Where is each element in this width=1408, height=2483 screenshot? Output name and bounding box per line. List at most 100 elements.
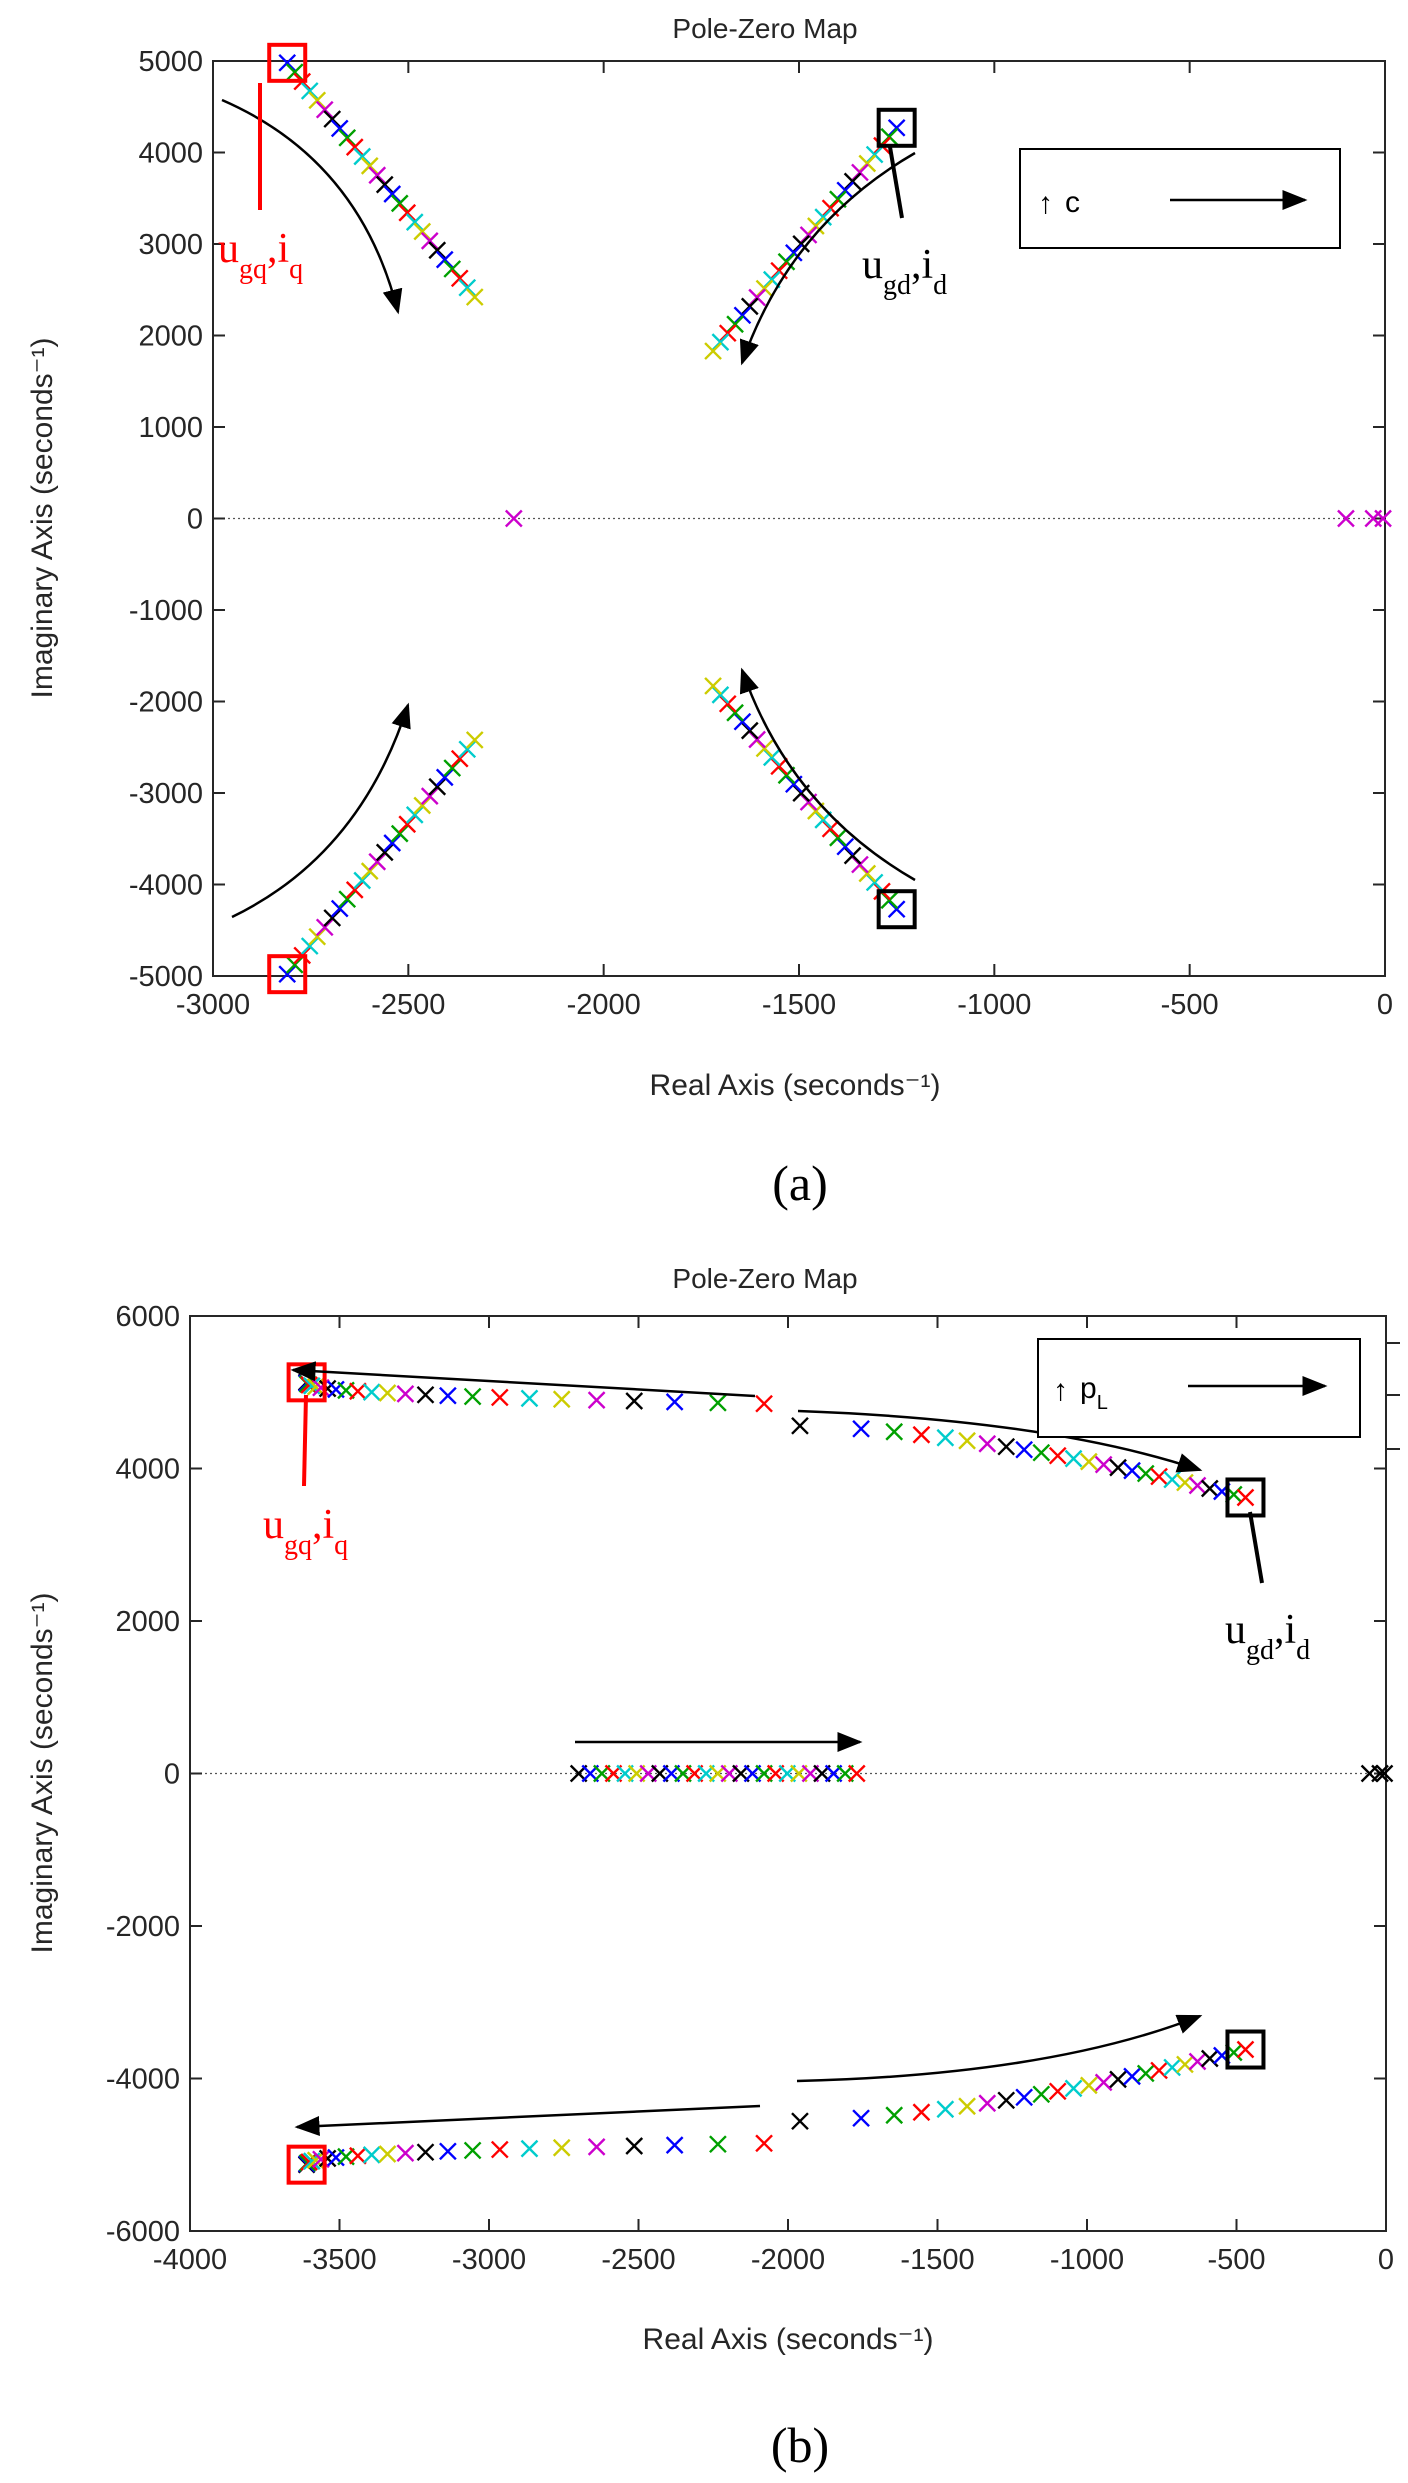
ugq-branch-upper-pole (450, 269, 469, 288)
ugq-branch-lower-pole (490, 2140, 509, 2159)
ugq-branch-upper-pole (396, 1385, 415, 1403)
ugd-branch-upper-pole (936, 1428, 955, 1447)
ugq-branch-upper-pole (755, 1394, 773, 1413)
ugq-branch-lower-pole (315, 918, 334, 937)
ugq-branch-upper-pole (413, 222, 432, 241)
ugq-branch-upper-pole (285, 63, 304, 82)
ugq-branch-upper-pole (278, 53, 297, 72)
ugq-box-lower (286, 2144, 327, 2185)
ugd-box-lower (1225, 2029, 1266, 2070)
y-tick-label: 0 (187, 504, 203, 536)
ugq-branch-upper-pole (300, 82, 319, 100)
real-pole (1371, 1764, 1389, 1783)
ugq-branch-upper-pole (349, 1382, 367, 1401)
y-tick-label: 6000 (115, 1301, 180, 1333)
ugq-branch-lower-pole (420, 787, 439, 805)
ugq-branch-lower-pole (665, 2136, 684, 2154)
ugq-branch-lower-pole (463, 2141, 482, 2160)
panel-b-ugd-leader (1248, 1511, 1264, 1584)
y-tick-label: -3000 (129, 778, 203, 810)
panel-b-pole-marks (297, 1373, 1394, 2174)
ugq-branch-upper-pole (360, 157, 379, 175)
panel-b-ugd-annotation: ugd,id (1225, 1607, 1310, 1666)
panel-b-legend: ↑ pL (1037, 1338, 1361, 1438)
ugq-branch-upper-pole (323, 110, 342, 128)
y-tick-label: -4000 (129, 870, 203, 902)
ugq-branch-lower-pole (520, 2139, 539, 2158)
ugq-branch-upper-pole (338, 128, 357, 147)
ugd-branch-lower-pole (1123, 2067, 1141, 2086)
x-tick-label: -2000 (751, 2244, 825, 2276)
ugq-branch-upper-pole (353, 147, 372, 166)
ugd-branch-upper-pole (1136, 1464, 1155, 1483)
ugq-branch-upper-pole (315, 100, 334, 119)
panel-a-ugd-annotation: ugd,id (862, 242, 947, 301)
ugq-branch-lower-pole (300, 937, 319, 955)
ugq-branch-lower-pole (439, 2142, 457, 2161)
ugq-branch-lower-pole (465, 731, 484, 749)
ugd-branch-lower-pole (1064, 2079, 1083, 2098)
panel-b-arrow-lower-left (294, 2104, 761, 2136)
panel-a-highlight-boxes (267, 42, 917, 995)
ugd-branch-upper-pole (1123, 1461, 1141, 1480)
panel-a-arrow-lower-right (739, 667, 916, 882)
ugq-branch-lower-pole (338, 890, 357, 909)
y-tick-label: 1000 (138, 412, 203, 444)
ugq-branch-lower-pole (360, 862, 379, 880)
panel-a-arrow-upper-left (221, 98, 403, 315)
ugd-branch-upper-pole (958, 1431, 976, 1450)
x-tick-label: -3500 (302, 2244, 376, 2276)
x-tick-label: -4000 (153, 2244, 227, 2276)
ugd-branch-lower-pole (704, 677, 722, 695)
panel-b-arrow-upper-right (797, 1409, 1203, 1473)
ugq-branch-upper-pole (463, 1387, 482, 1406)
ugq-branch-lower-pole (345, 880, 364, 899)
ugd-branch-upper-pole (791, 1416, 809, 1435)
ugd-box-upper (876, 107, 917, 148)
ugd-branch-upper-pole (1032, 1443, 1051, 1462)
ugd-branch-lower-pole (1150, 2061, 1168, 2080)
panel-a-y-label: Imaginary Axis (seconds⁻¹) (26, 338, 59, 699)
ugq-branch-lower-pole (349, 2146, 367, 2165)
panel-a-ugq-annotation: ugq,iq (218, 226, 303, 285)
ugq-branch-upper-pole (405, 213, 424, 231)
x-tick-label: -1000 (1050, 2244, 1124, 2276)
ugq-branch-lower-pole (587, 2138, 606, 2156)
ugd-branch-upper-pole (1079, 1452, 1098, 1471)
y-tick-label: -2000 (129, 687, 203, 719)
panel-b-arrow-lower-right (796, 2014, 1203, 2083)
ugq-branch-lower-pole (755, 2134, 773, 2153)
ugd-branch-upper-pole (912, 1425, 931, 1444)
ugd-branch-lower-pole (1032, 2085, 1051, 2104)
ugq-branch-upper-pole (345, 138, 364, 157)
ugq-branch-upper-pole (587, 1391, 606, 1409)
ugq-branch-lower-pole (428, 777, 447, 796)
ugq-branch-upper-pole (398, 203, 417, 222)
ugd-branch-upper-pole (1236, 1488, 1255, 1507)
ugd-branch-lower-pole (1048, 2082, 1067, 2101)
ugq-branch-lower-pole (353, 871, 372, 890)
ugd-branch-upper-pole (1150, 1467, 1168, 1486)
y-tick-label: 0 (164, 1759, 180, 1791)
ugd-branch-upper-pole (704, 342, 722, 360)
ugd-branch-lower-pole (936, 2100, 955, 2119)
ugq-branch-lower-pole (405, 806, 424, 824)
panel-b-y-label: Imaginary Axis (seconds⁻¹) (26, 1593, 59, 1954)
ugq-branch-lower-pole (625, 2137, 644, 2155)
x-tick-label: -500 (1161, 989, 1219, 1021)
ugq-branch-upper-pole (428, 241, 447, 260)
ugq-branch-upper-pole (709, 1393, 727, 1412)
ugd-branch-lower-pole (912, 2103, 931, 2122)
panel-a-y-ticks: -5000 -4000 -3000 -2000 -1000 0 1000 2000 3000 40… (129, 46, 1385, 993)
ugq-branch-upper-pole (458, 278, 477, 297)
ugd-branch-upper-pole (1048, 1446, 1067, 1465)
x-tick-label: -1000 (957, 989, 1031, 1021)
x-tick-label: -2000 (567, 989, 641, 1021)
ugd-branch-lower-pole (978, 2094, 997, 2113)
x-tick-label: 0 (1377, 989, 1393, 1021)
ugd-branch-upper-pole (1094, 1455, 1113, 1474)
ugq-branch-lower-pole (375, 843, 394, 862)
ugq-branch-lower-pole (458, 740, 477, 759)
ugd-branch-upper-pole (1015, 1440, 1034, 1459)
